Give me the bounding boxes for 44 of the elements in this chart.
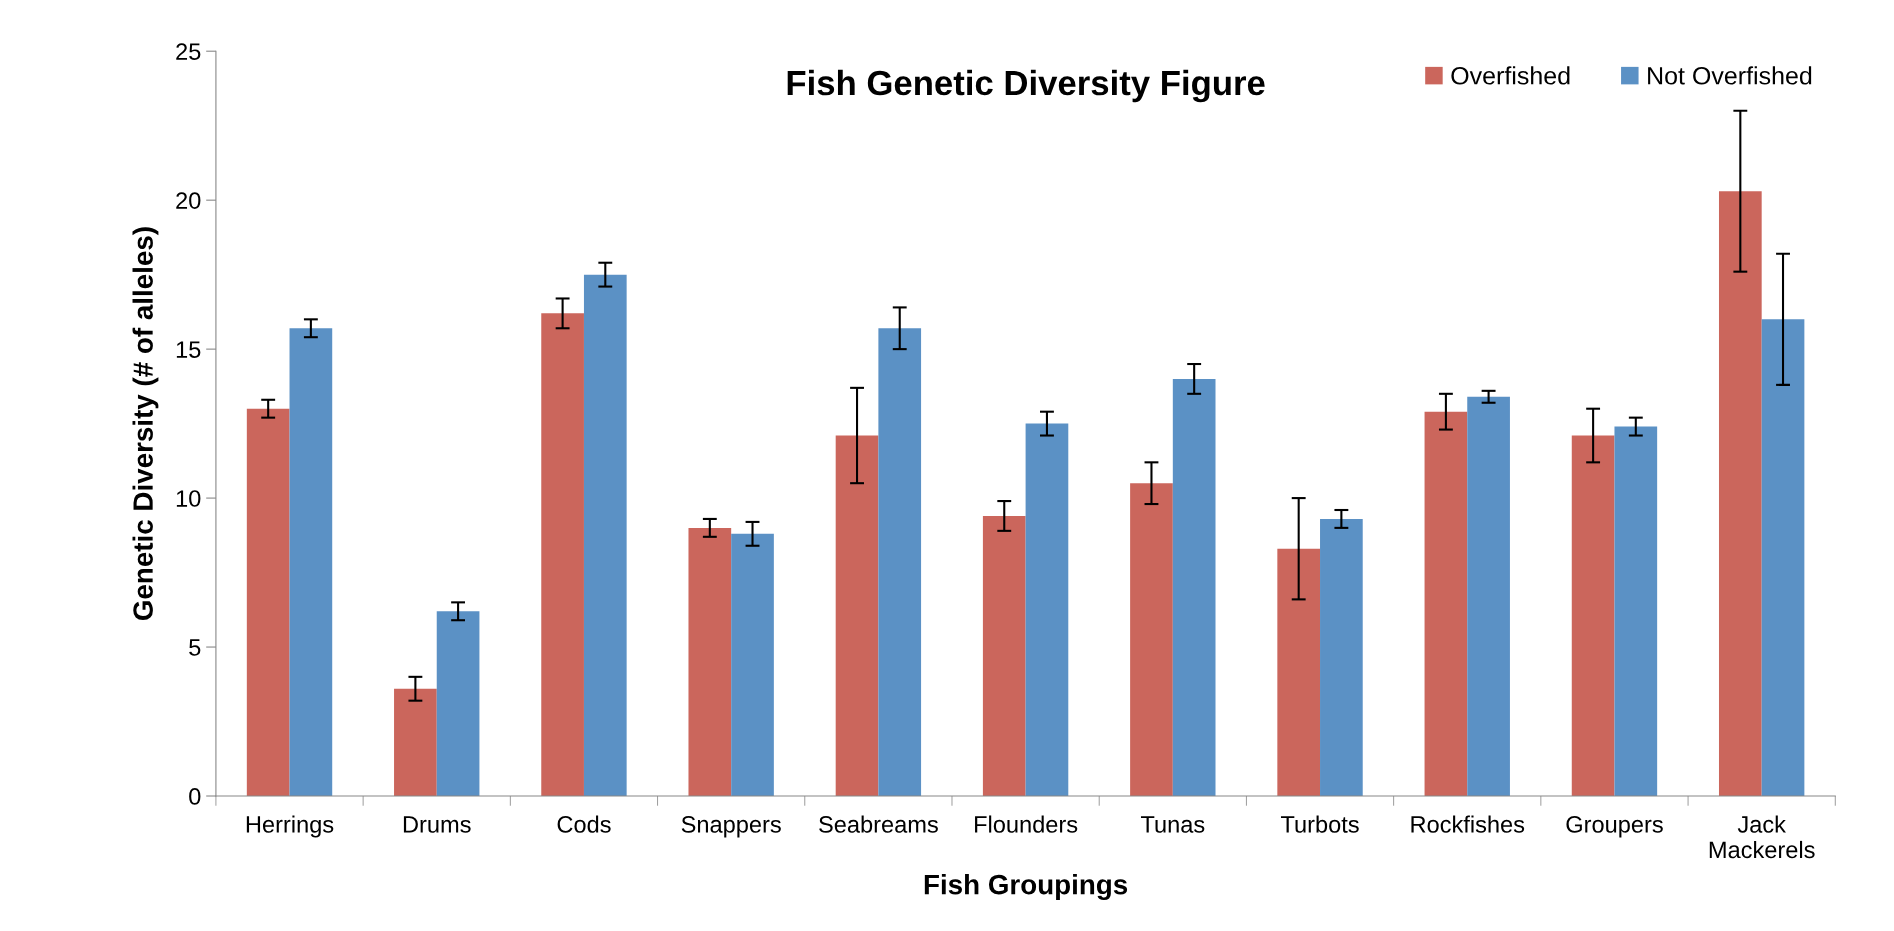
y-tick-label: 15 <box>176 341 201 358</box>
legend-label: Not Overfished <box>1648 66 1812 85</box>
bar <box>1320 518 1363 796</box>
y-tick-label: 10 <box>176 490 201 507</box>
x-tick-label: Tunas <box>1140 816 1205 833</box>
bar <box>1718 191 1762 796</box>
bar <box>731 533 774 796</box>
bar <box>436 611 480 796</box>
x-tick-label: Rockfishes <box>1411 815 1525 833</box>
x-tick-label: Turbots <box>1280 815 1359 833</box>
x-tick-label: Jack Mackerels <box>1709 815 1815 859</box>
y-tick-label: 5 <box>189 639 201 656</box>
bar <box>982 515 1026 796</box>
x-tick-label: Flounders <box>975 815 1078 833</box>
legend-label: Overfished <box>1451 66 1570 85</box>
bar <box>394 688 437 796</box>
x-tick-label: Herrings <box>246 815 334 838</box>
bar <box>246 408 290 796</box>
bar <box>1571 435 1615 796</box>
y-tick-label: 0 <box>189 788 201 805</box>
x-tick-label: Snappers <box>681 816 781 838</box>
y-axis-title: Genetic Diversity (# of alleles) <box>132 227 159 621</box>
bar <box>878 328 922 796</box>
bar <box>1130 483 1173 796</box>
y-tick-label: 25 <box>176 43 201 60</box>
bar <box>1761 319 1805 796</box>
y-tick-label: 20 <box>176 192 201 209</box>
bar <box>835 435 879 796</box>
x-tick-label: Cods <box>557 815 611 833</box>
bar <box>1467 396 1510 796</box>
bar <box>1025 423 1069 796</box>
bar <box>1424 411 1468 796</box>
bar <box>1172 378 1216 796</box>
x-tick-label: Drums <box>403 816 471 833</box>
bar <box>289 328 333 796</box>
bar <box>1614 426 1658 796</box>
bar <box>688 527 732 796</box>
bar <box>583 274 627 796</box>
x-tick-label: Groupers <box>1566 816 1663 838</box>
x-axis-title: Fish Groupings <box>924 874 1128 901</box>
bar <box>1277 548 1321 796</box>
x-tick-label: Seabreams <box>819 815 938 833</box>
text: Fish Genetic Diversity Figure <box>787 69 1265 103</box>
bar <box>541 313 584 796</box>
